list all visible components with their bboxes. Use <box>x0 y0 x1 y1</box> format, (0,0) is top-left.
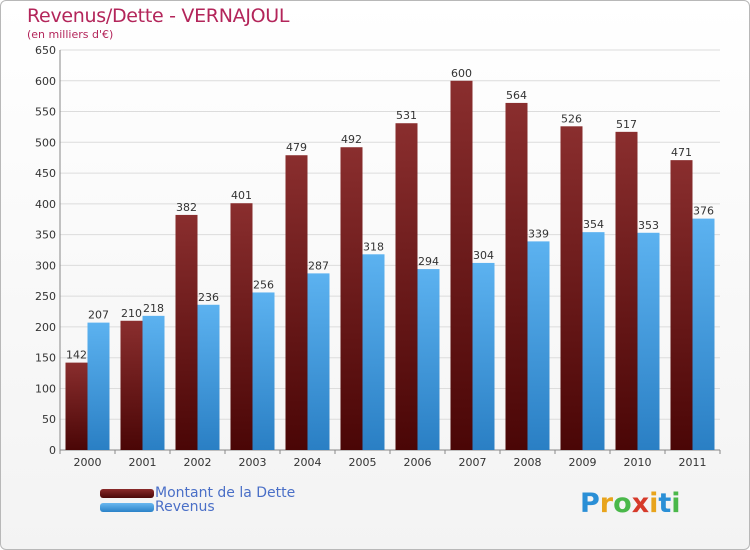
bar-dette <box>285 155 308 450</box>
x-tick-label: 2007 <box>459 456 487 469</box>
logo-letter: x <box>631 488 650 519</box>
data-label: 531 <box>396 109 417 122</box>
bar-revenus <box>417 269 440 450</box>
data-label: 492 <box>341 133 362 146</box>
x-tick-label: 2004 <box>294 456 322 469</box>
y-tick-label: 50 <box>42 413 56 426</box>
y-tick-label: 500 <box>35 136 56 149</box>
x-tick-label: 2008 <box>514 456 542 469</box>
y-tick-label: 150 <box>35 352 56 365</box>
x-tick-label: 2006 <box>404 456 432 469</box>
data-label: 207 <box>88 309 109 322</box>
y-tick-label: 250 <box>35 290 56 303</box>
chart-subtitle: (en milliers d'€) <box>27 28 114 41</box>
data-label: 210 <box>121 307 142 320</box>
bar-revenus <box>87 322 110 450</box>
data-label: 304 <box>473 249 494 262</box>
y-tick-label: 550 <box>35 106 56 119</box>
legend-label-dette: Montant de la Dette <box>155 485 296 501</box>
legend-swatch-revenus <box>100 503 154 512</box>
y-tick-label: 600 <box>35 75 56 88</box>
bar-revenus <box>692 218 715 450</box>
data-label: 256 <box>253 278 274 291</box>
y-tick-label: 650 <box>35 44 56 57</box>
data-label: 236 <box>198 291 219 304</box>
bar-dette <box>560 126 583 451</box>
logo-letter: i <box>671 488 681 519</box>
data-label: 479 <box>286 141 307 154</box>
bar-dette <box>450 80 473 451</box>
logo-letter: r <box>599 488 614 519</box>
y-tick-label: 100 <box>35 382 56 395</box>
data-label: 471 <box>671 146 692 159</box>
logo-letter: t <box>658 488 672 519</box>
bar-revenus <box>142 315 165 450</box>
data-label: 382 <box>176 201 197 214</box>
bar-dette <box>120 320 143 450</box>
data-label: 517 <box>616 118 637 131</box>
y-tick-label: 0 <box>49 444 56 457</box>
bar-revenus <box>527 241 550 450</box>
x-tick-label: 2000 <box>74 456 102 469</box>
data-label: 401 <box>231 189 252 202</box>
legend-label-revenus: Revenus <box>155 499 215 515</box>
bar-revenus <box>307 273 330 450</box>
x-tick-label: 2009 <box>569 456 597 469</box>
x-tick-label: 2001 <box>129 456 157 469</box>
logo-letter: o <box>613 488 632 519</box>
legend-swatch-dette <box>100 489 154 498</box>
y-tick-label: 300 <box>35 259 56 272</box>
data-label: 526 <box>561 112 582 125</box>
bar-dette <box>395 123 418 450</box>
y-tick-label: 450 <box>35 167 56 180</box>
bar-dette <box>175 214 198 450</box>
bar-dette <box>670 160 693 450</box>
data-label: 142 <box>66 349 87 362</box>
x-tick-label: 2010 <box>624 456 652 469</box>
data-label: 287 <box>308 259 329 272</box>
x-tick-label: 2002 <box>184 456 212 469</box>
bar-revenus <box>362 254 385 450</box>
bar-revenus <box>637 232 660 450</box>
logo-letter: i <box>649 488 659 519</box>
data-label: 318 <box>363 240 384 253</box>
y-tick-label: 200 <box>35 321 56 334</box>
bar-revenus <box>472 262 495 450</box>
bar-revenus <box>252 292 275 450</box>
logo-letter: P <box>580 488 600 519</box>
data-label: 339 <box>528 227 549 240</box>
y-tick-label: 400 <box>35 198 56 211</box>
data-label: 376 <box>693 205 714 218</box>
bar-dette <box>65 362 88 450</box>
bar-revenus <box>197 304 220 450</box>
bar-dette <box>230 203 253 450</box>
y-tick-label: 350 <box>35 229 56 242</box>
chart-title: Revenus/Dette - VERNAJOUL <box>27 5 290 27</box>
data-label: 564 <box>506 89 527 102</box>
bar-dette <box>340 147 363 450</box>
x-tick-label: 2003 <box>239 456 267 469</box>
data-label: 218 <box>143 302 164 315</box>
bar-dette <box>615 131 638 450</box>
proxiti-logo: Proxiti <box>580 488 681 519</box>
data-label: 600 <box>451 67 472 80</box>
x-tick-label: 2011 <box>679 456 707 469</box>
data-label: 354 <box>583 218 604 231</box>
x-tick-label: 2005 <box>349 456 377 469</box>
data-label: 294 <box>418 255 439 268</box>
bar-revenus <box>582 232 605 450</box>
data-label: 353 <box>638 219 659 232</box>
bar-dette <box>505 102 528 450</box>
